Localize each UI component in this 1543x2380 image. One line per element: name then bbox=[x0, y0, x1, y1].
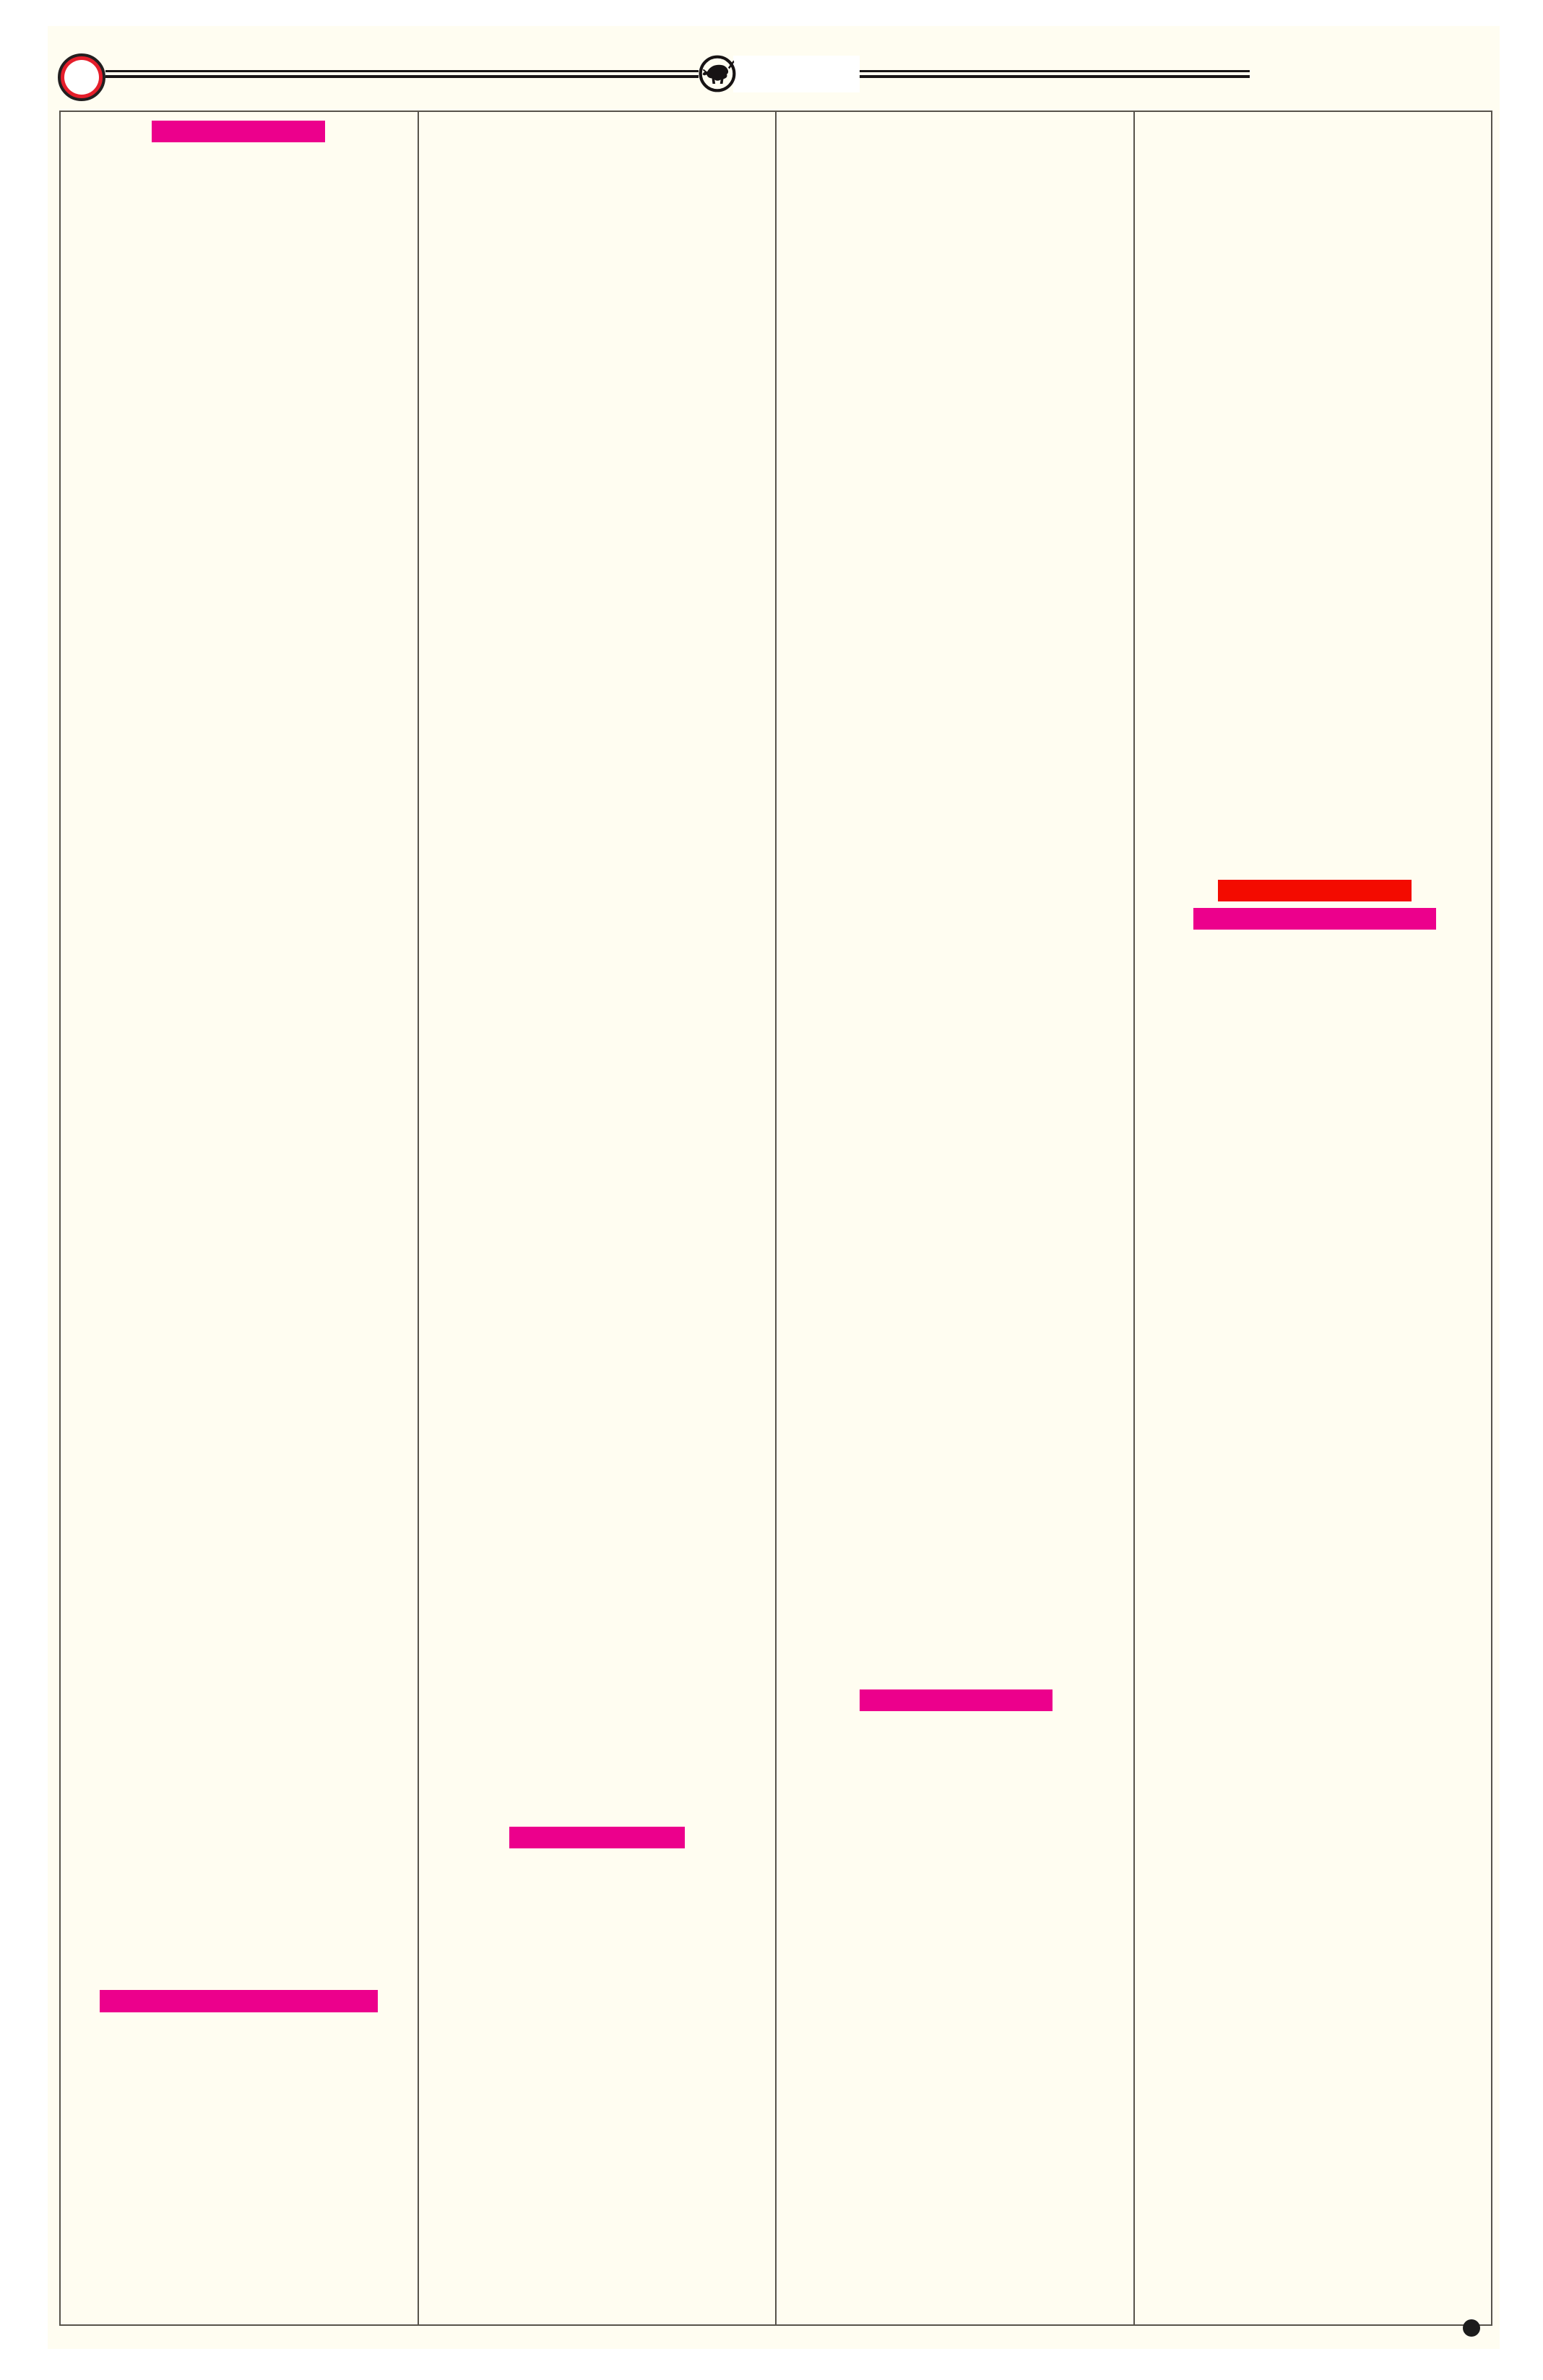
column-grid bbox=[59, 111, 1492, 2326]
highlight-bar-col2-bar bbox=[509, 1827, 685, 1848]
bull-logo-icon bbox=[697, 53, 738, 94]
masthead-white-patch bbox=[733, 56, 860, 92]
highlight-bar-col4-red bbox=[1218, 880, 1412, 901]
masthead-rule-left bbox=[105, 70, 699, 78]
column-1 bbox=[61, 112, 419, 2324]
masthead-rule-right bbox=[860, 70, 1250, 78]
paper-background bbox=[48, 26, 1500, 2349]
bull-logo-svg bbox=[699, 55, 736, 92]
ring-ornament-icon bbox=[58, 53, 105, 101]
column-3 bbox=[777, 112, 1135, 2324]
column-2 bbox=[419, 112, 777, 2324]
highlight-bar-col4-pink bbox=[1193, 908, 1436, 930]
ring-ornament-center bbox=[64, 60, 99, 95]
highlight-bar-col1-bottom bbox=[100, 1990, 378, 2012]
highlight-bar-col3-bar bbox=[860, 1689, 1053, 1711]
highlight-bar-col1-top bbox=[152, 121, 325, 142]
corner-dot bbox=[1463, 2319, 1480, 2337]
column-4 bbox=[1135, 112, 1492, 2324]
